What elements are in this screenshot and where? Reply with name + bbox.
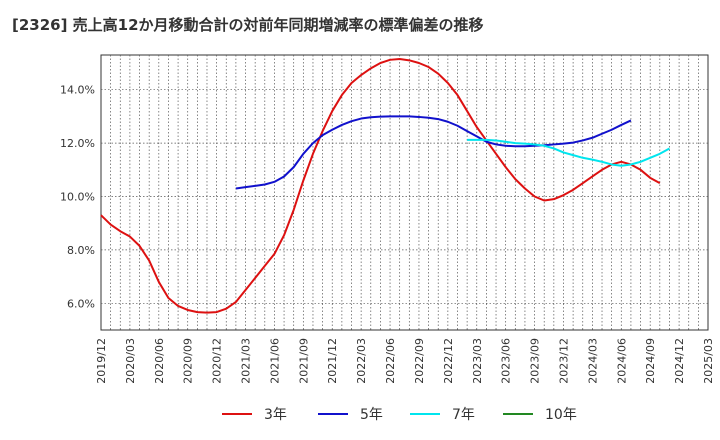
x-tick-label: 2022/12 [442,338,455,384]
legend-label-1: 5年 [360,407,383,423]
series-line-1 [235,115,632,190]
y-tick-label: 6.0% [67,297,95,310]
series-line-0 [100,58,661,314]
x-tick-label: 2020/03 [124,338,137,384]
x-tick-label: 2020/12 [211,338,224,384]
x-tick-label: 2020/09 [182,338,195,384]
x-tick-label: 2024/06 [615,338,628,384]
x-tick-label: 2021/03 [240,338,253,384]
x-tick-label: 2024/09 [644,338,657,384]
x-tick-label: 2020/06 [153,338,166,384]
x-tick-label: 2023/12 [557,338,570,384]
y-tick-label: 8.0% [67,244,95,257]
series-line-2 [467,138,670,167]
x-tick-label: 2024/12 [673,338,686,384]
x-tick-label: 2023/03 [471,338,484,384]
x-tick-label: 2021/12 [326,338,339,384]
legend-label-2: 7年 [452,407,475,423]
legend-label-3: 10年 [545,407,577,423]
x-tick-label: 2019/12 [95,338,108,384]
x-tick-label: 2023/09 [529,338,542,384]
legend-label-0: 3年 [264,407,287,423]
x-tick-label: 2023/06 [500,338,513,384]
x-tick-label: 2025/03 [702,338,715,384]
chart-title: [2326] 売上高12か月移動合計の対前年同期増減率の標準偏差の推移 [12,16,484,34]
y-tick-label: 10.0% [60,191,95,204]
y-tick-label: 14.0% [60,84,95,97]
x-tick-label: 2021/09 [297,338,310,384]
x-tick-label: 2021/06 [268,338,281,384]
x-tick-label: 2022/09 [413,338,426,384]
plot-area [100,54,709,331]
x-tick-label: 2024/03 [586,338,599,384]
x-tick-label: 2022/03 [355,338,368,384]
x-tick-label: 2022/06 [384,338,397,384]
y-tick-label: 12.0% [60,137,95,150]
